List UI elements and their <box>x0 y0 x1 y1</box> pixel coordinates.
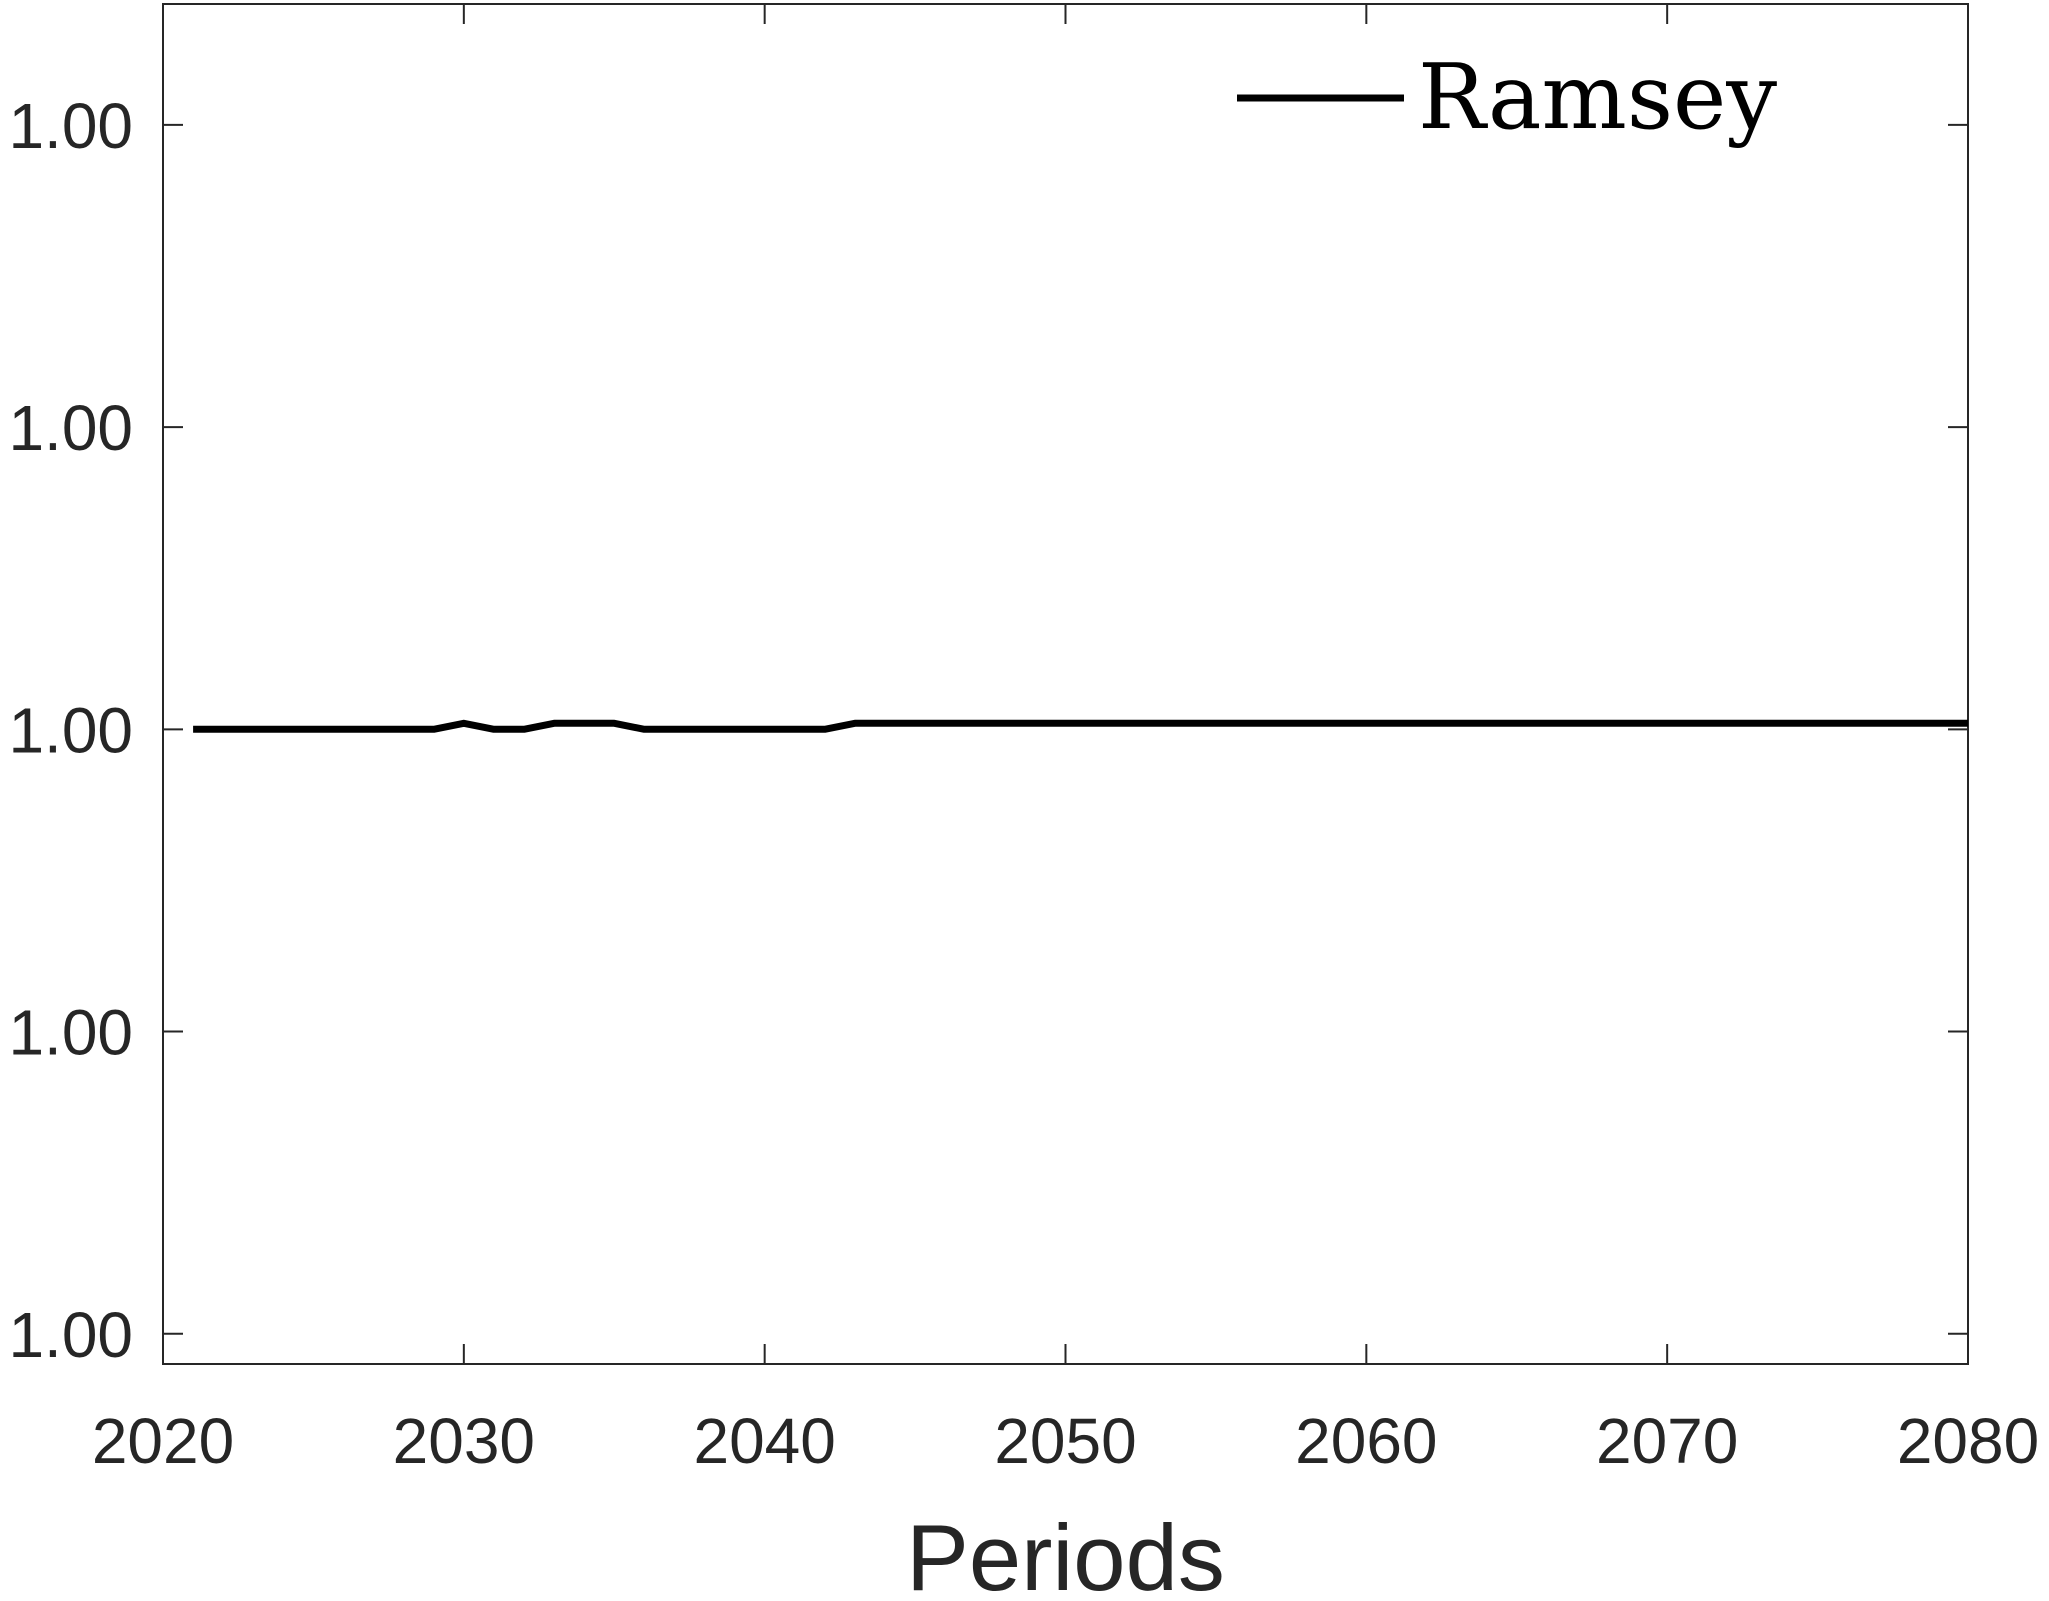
y-tick-label: 1.00 <box>8 90 133 162</box>
plot-frame <box>162 3 1969 1365</box>
x-tick-label: 2060 <box>1295 1405 1437 1477</box>
x-tick-label: 2050 <box>994 1405 1136 1477</box>
x-axis-title: Periods <box>906 1505 1225 1601</box>
x-tick-label: 2020 <box>92 1405 234 1477</box>
x-tick-label: 2040 <box>693 1405 835 1477</box>
y-tick-label: 1.00 <box>8 1299 133 1371</box>
y-axis: 1.00 1.00 1.00 1.00 1.00 <box>8 90 1968 1371</box>
series-line-ramsey <box>193 719 1968 733</box>
legend: Ramsey <box>1237 45 1777 150</box>
y-tick-label: 1.00 <box>8 997 133 1069</box>
x-tick-label: 2080 <box>1897 1405 2039 1477</box>
y-tick-label: 1.00 <box>8 392 133 464</box>
x-tick-label: 2070 <box>1596 1405 1738 1477</box>
legend-label: Ramsey <box>1418 45 1777 150</box>
x-tick-label: 2030 <box>393 1405 535 1477</box>
plot-area <box>162 3 1969 1365</box>
x-axis: 2020 2030 2040 2050 2060 2070 2080 <box>92 4 2039 1477</box>
y-tick-label: 1.00 <box>8 694 133 766</box>
series-layer <box>193 719 1968 733</box>
